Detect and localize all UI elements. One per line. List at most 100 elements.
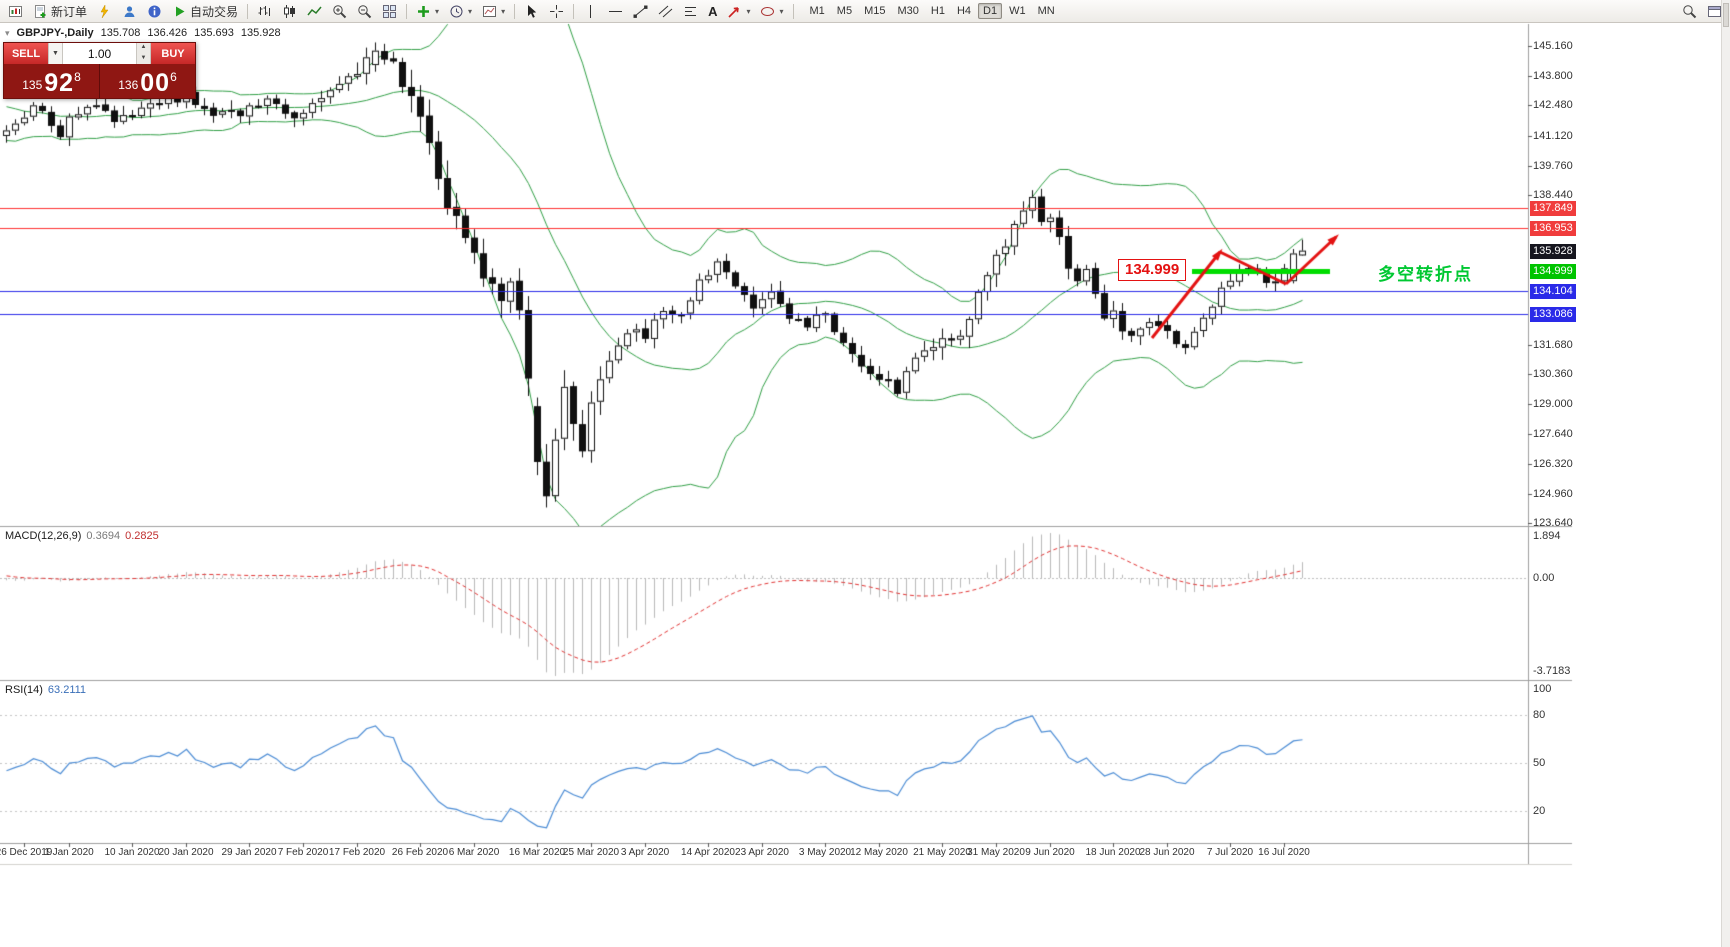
trendline-tool-icon[interactable]	[629, 1, 652, 22]
hline-price-badge[interactable]: 134.999	[1530, 264, 1576, 280]
ohlc-high: 136.426	[147, 27, 188, 39]
toolbar-separator	[247, 3, 249, 19]
timeframe-button-m30[interactable]: M30	[897, 5, 919, 17]
date-axis-label: 9 Jun 2020	[1025, 847, 1075, 858]
candle-chart-icon[interactable]	[278, 1, 301, 22]
price-axis-tick: 143.800	[1533, 70, 1573, 83]
new-chart-button[interactable]	[4, 1, 27, 22]
date-axis-label: 7 Jul 2020	[1206, 847, 1254, 858]
chevron-down-icon: ▾	[779, 6, 784, 16]
date-axis-label: 12 May 2020	[850, 847, 908, 858]
channel-tool-icon[interactable]	[654, 1, 677, 22]
ohlc-low: 135.693	[194, 27, 234, 39]
periods-button[interactable]: ▾	[445, 1, 476, 22]
templates-button[interactable]: ▾	[478, 1, 509, 22]
timeframe-button-m5[interactable]: M5	[836, 5, 853, 17]
sell-price-big: 92	[44, 69, 75, 97]
date-axis-label: 3 May 2020	[798, 847, 852, 858]
line-chart-icon[interactable]	[303, 1, 326, 22]
date-axis-label: 20 Jan 2020	[158, 847, 214, 858]
date-axis-label: 21 May 2020	[913, 847, 971, 858]
volume-stepper[interactable]: ▲ ▼	[136, 43, 151, 64]
fibonacci-tool-icon[interactable]	[679, 1, 702, 22]
rsi-name: RSI(14)	[5, 684, 43, 696]
horizontal-line-tool-icon[interactable]	[604, 1, 627, 22]
bar-chart-icon[interactable]	[253, 1, 276, 22]
timeframe-button-d1[interactable]: D1	[978, 3, 1003, 19]
price-callout-label[interactable]: 134.999	[1118, 259, 1187, 281]
date-axis-label: 31 May 2020	[967, 847, 1025, 858]
date-axis-label: 10 Jan 2020	[104, 847, 160, 858]
tile-windows-icon[interactable]	[378, 1, 401, 22]
one-click-trade-panel: SELL ▼ ▲▼ BUY 135 92 8 136 00 6	[3, 42, 196, 99]
sell-options-caret[interactable]: ▼	[48, 43, 63, 64]
date-axis-label: 28 Jun 2020	[1139, 847, 1195, 858]
toolbar-separator	[792, 3, 794, 19]
one-click-collapse-icon[interactable]: ▾	[5, 27, 10, 38]
macd-signal-value: 0.2825	[125, 530, 159, 542]
timeframe-button-m1[interactable]: M1	[809, 5, 825, 17]
volume-input[interactable]	[63, 43, 136, 64]
new-order-label: 新订单	[51, 4, 88, 19]
sell-price-display[interactable]: 135 92 8	[4, 64, 99, 98]
timeframe-button-w1[interactable]: W1	[1009, 5, 1026, 17]
search-icon[interactable]	[1678, 1, 1701, 22]
chevron-down-icon: ▾	[746, 6, 751, 16]
date-axis-label: 16 Jul 2020	[1258, 847, 1310, 858]
chevron-down-icon: ▾	[468, 6, 473, 16]
crosshair-tool-icon[interactable]	[545, 1, 568, 22]
text-tool-label: A	[708, 3, 718, 19]
timeframe-button-m15[interactable]: M15	[864, 5, 886, 17]
cursor-tool-icon[interactable]	[520, 1, 543, 22]
vertical-line-tool-icon[interactable]	[579, 1, 602, 22]
hline-price-badge[interactable]: 134.104	[1530, 284, 1576, 300]
toolbar-right-group	[1677, 1, 1727, 22]
hline-price-badge[interactable]: 136.953	[1530, 220, 1576, 236]
hline-price-badge[interactable]: 137.849	[1530, 201, 1576, 217]
price-axis-tick: 123.640	[1533, 516, 1573, 529]
hline-price-badge[interactable]: 133.086	[1530, 306, 1576, 322]
expert-advisors-icon[interactable]	[93, 1, 116, 22]
rsi-axis-label: 100	[1533, 683, 1552, 695]
info-icon[interactable]	[143, 1, 166, 22]
symbol-period-label: GBPJPY-,Daily	[16, 27, 94, 39]
buy-button[interactable]: BUY	[151, 43, 195, 64]
timeframe-button-h1[interactable]: H1	[930, 5, 945, 17]
chart-window-icon[interactable]	[1703, 1, 1726, 22]
profile-icon[interactable]	[118, 1, 141, 22]
rsi-indicator-label: RSI(14) 63.2111	[5, 684, 86, 696]
sell-price-sup: 8	[74, 70, 81, 84]
new-order-button[interactable]: 新订单	[29, 1, 91, 22]
date-axis-label: 29 Jan 2020	[221, 847, 277, 858]
scrollbar-thumb[interactable]	[1723, 3, 1729, 27]
sell-button[interactable]: SELL	[4, 43, 48, 64]
ohlc-close: 135.928	[240, 27, 281, 39]
date-axis-label: 25 Mar 2020	[562, 847, 620, 858]
buy-price-small: 136	[118, 78, 139, 92]
buy-price-display[interactable]: 136 00 6	[100, 64, 195, 98]
date-axis-label: 14 Apr 2020	[681, 847, 735, 858]
shapes-tool-icon[interactable]: ▾	[756, 1, 787, 22]
zoom-out-icon[interactable]	[353, 1, 376, 22]
add-indicator-button[interactable]: ▾	[412, 1, 443, 22]
arrows-tool-icon[interactable]: ▾	[723, 1, 754, 22]
date-axis-label: 6 Mar 2020	[448, 847, 500, 858]
timeframe-button-mn[interactable]: MN	[1037, 5, 1055, 17]
date-axis-label: 16 Mar 2020	[508, 847, 566, 858]
volume-up-icon[interactable]: ▲	[140, 44, 147, 50]
date-axis-label: 26 Dec 2019	[0, 847, 53, 858]
price-axis-tick: 130.360	[1533, 368, 1573, 381]
vertical-scrollbar[interactable]	[1721, 0, 1730, 947]
rsi-value: 63.2111	[47, 684, 87, 696]
timeframe-button-h4[interactable]: H4	[956, 5, 971, 17]
zoom-in-icon[interactable]	[328, 1, 351, 22]
sell-price-small: 135	[22, 78, 43, 92]
autotrading-button[interactable]: 自动交易	[168, 1, 242, 22]
current-price-badge: 135.928	[1530, 243, 1576, 259]
price-axis-tick: 139.760	[1533, 159, 1573, 172]
macd-axis-max: 1.894	[1533, 530, 1561, 542]
volume-down-icon[interactable]: ▼	[140, 54, 147, 61]
text-tool-button[interactable]: A	[704, 1, 721, 22]
timeframe-group: M1 M5 M15 M30 H1 H4 D1 W1 MN	[804, 3, 1061, 19]
